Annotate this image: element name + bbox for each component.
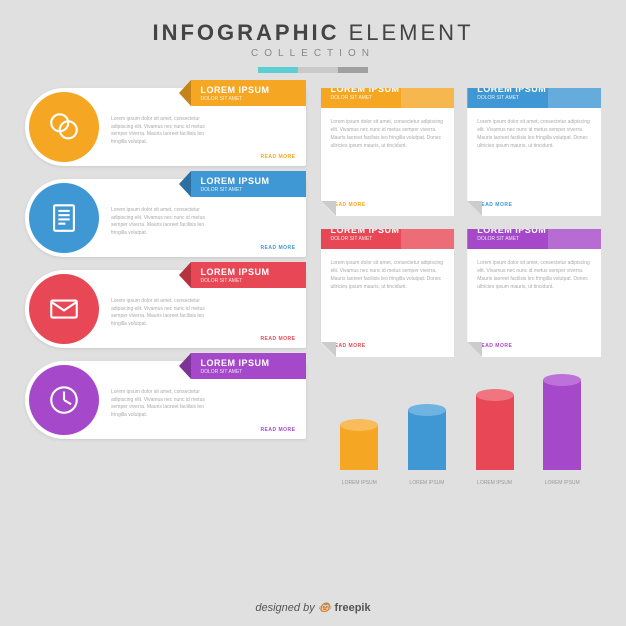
banner-title: LOREM IPSUM bbox=[201, 85, 270, 95]
read-more-link[interactable]: READ MORE bbox=[260, 154, 295, 160]
banner-subtitle: DOLOR SIT AMET bbox=[201, 369, 270, 375]
cylinder bbox=[476, 395, 514, 470]
page-title: INFOGRAPHIC ELEMENT bbox=[0, 20, 626, 46]
clock-icon bbox=[29, 365, 99, 435]
banner-subtitle: DOLOR SIT AMET bbox=[201, 187, 270, 193]
banner-tab: .tdoc::before{border-color:transparent t… bbox=[191, 171, 306, 197]
card-text: Lorem ipsum dolor sit amet, consectetur … bbox=[331, 259, 445, 291]
header: INFOGRAPHIC ELEMENT COLLECTION bbox=[0, 0, 626, 78]
banner-title: LOREM IPSUM bbox=[201, 358, 270, 368]
banner-subtitle: DOLOR SIT AMET bbox=[201, 278, 270, 284]
card-title: LOREM IPSUM bbox=[331, 225, 445, 235]
card-item: LOREM IPSUM DOLOR SIT AMET Lorem ipsum d… bbox=[467, 88, 601, 216]
banner-text: Lorem ipsum dolor sit amet, consectetur … bbox=[111, 116, 298, 146]
card-item: LOREM IPSUM DOLOR SIT AMET Lorem ipsum d… bbox=[467, 229, 601, 357]
banner-text: Lorem ipsum dolor sit amet, consectetur … bbox=[111, 298, 298, 328]
card-title: LOREM IPSUM bbox=[331, 84, 445, 94]
card-subtitle: DOLOR SIT AMET bbox=[331, 95, 445, 101]
banner-item: .tclock::before{border-color:transparent… bbox=[25, 361, 306, 439]
progress-bar bbox=[258, 67, 368, 73]
banner-tab: .tchat::before{border-color:transparent … bbox=[191, 80, 306, 106]
cylinder bbox=[340, 425, 378, 470]
chat-icon bbox=[29, 92, 99, 162]
page-subtitle: COLLECTION bbox=[0, 48, 626, 59]
read-more-link[interactable]: READ MORE bbox=[260, 336, 295, 342]
cylinder bbox=[408, 410, 446, 470]
banner-title: LOREM IPSUM bbox=[201, 176, 270, 186]
card-subtitle: DOLOR SIT AMET bbox=[477, 95, 591, 101]
read-more-link[interactable]: READ MORE bbox=[477, 202, 512, 208]
card-item: LOREM IPSUM DOLOR SIT AMET Lorem ipsum d… bbox=[321, 229, 455, 357]
card-subtitle: DOLOR SIT AMET bbox=[331, 236, 445, 242]
card-tab: LOREM IPSUM DOLOR SIT AMET bbox=[467, 221, 601, 249]
bar-label: LOREM IPSUM bbox=[342, 480, 377, 486]
attribution: designed by 🐵 freepik bbox=[0, 601, 626, 614]
banner-item: .tmail::before{border-color:transparent … bbox=[25, 270, 306, 348]
banner-subtitle: DOLOR SIT AMET bbox=[201, 96, 270, 102]
read-more-link[interactable]: READ MORE bbox=[477, 343, 512, 349]
banner-text: Lorem ipsum dolor sit amet, consectetur … bbox=[111, 207, 298, 237]
bar-label: LOREM IPSUM bbox=[409, 480, 444, 486]
card-title: LOREM IPSUM bbox=[477, 84, 591, 94]
banner-tab: .tclock::before{border-color:transparent… bbox=[191, 353, 306, 379]
banner-title: LOREM IPSUM bbox=[201, 267, 270, 277]
card-column: LOREM IPSUM DOLOR SIT AMET Lorem ipsum d… bbox=[321, 88, 602, 486]
banner-item: .tchat::before{border-color:transparent … bbox=[25, 88, 306, 166]
bar-label: LOREM IPSUM bbox=[477, 480, 512, 486]
card-tab: LOREM IPSUM DOLOR SIT AMET bbox=[467, 80, 601, 108]
banner-text: Lorem ipsum dolor sit amet, consectetur … bbox=[111, 389, 298, 419]
card-text: Lorem ipsum dolor sit amet, consectetur … bbox=[477, 259, 591, 291]
banner-column: .tchat::before{border-color:transparent … bbox=[25, 88, 306, 486]
doc-icon bbox=[29, 183, 99, 253]
bar-item: LOREM IPSUM bbox=[476, 395, 514, 486]
card-tab: LOREM IPSUM DOLOR SIT AMET bbox=[321, 221, 455, 249]
card-tab: LOREM IPSUM DOLOR SIT AMET bbox=[321, 80, 455, 108]
bar-item: LOREM IPSUM bbox=[408, 410, 446, 486]
card-text: Lorem ipsum dolor sit amet, consectetur … bbox=[331, 118, 445, 150]
read-more-link[interactable]: READ MORE bbox=[331, 343, 366, 349]
cylinder bbox=[543, 380, 581, 470]
read-more-link[interactable]: READ MORE bbox=[260, 245, 295, 251]
card-title: LOREM IPSUM bbox=[477, 225, 591, 235]
bar-item: LOREM IPSUM bbox=[543, 380, 581, 486]
mail-icon bbox=[29, 274, 99, 344]
read-more-link[interactable]: READ MORE bbox=[331, 202, 366, 208]
card-text: Lorem ipsum dolor sit amet, consectetur … bbox=[477, 118, 591, 150]
card-subtitle: DOLOR SIT AMET bbox=[477, 236, 591, 242]
banner-item: .tdoc::before{border-color:transparent t… bbox=[25, 179, 306, 257]
banner-tab: .tmail::before{border-color:transparent … bbox=[191, 262, 306, 288]
card-item: LOREM IPSUM DOLOR SIT AMET Lorem ipsum d… bbox=[321, 88, 455, 216]
bar-label: LOREM IPSUM bbox=[545, 480, 580, 486]
bar-item: LOREM IPSUM bbox=[340, 425, 378, 486]
bar-chart: LOREM IPSUM LOREM IPSUM LOREM IPSUM LORE… bbox=[321, 370, 602, 486]
read-more-link[interactable]: READ MORE bbox=[260, 427, 295, 433]
